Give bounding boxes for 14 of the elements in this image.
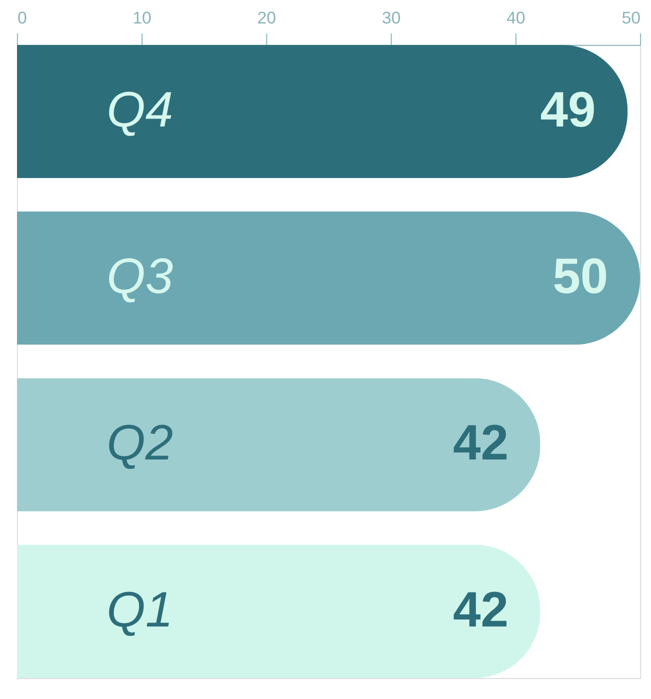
y-tick-label: Q4 [106,81,174,138]
data-label: 50 [552,248,608,304]
y-tick-label: Q1 [106,581,174,638]
y-tick-label: Q3 [106,248,174,304]
x-tick-label: 10 [132,8,152,28]
x-tick-label: 20 [257,8,276,28]
y-tick-label: Q2 [106,414,174,471]
data-label: 42 [453,414,508,471]
data-label: 49 [540,81,596,138]
x-tick-label: 40 [506,8,526,28]
x-tick-label: 30 [382,8,401,28]
x-tick-label: 50 [622,8,641,28]
x-tick-label: 0 [17,8,27,28]
data-label: 42 [453,581,508,638]
